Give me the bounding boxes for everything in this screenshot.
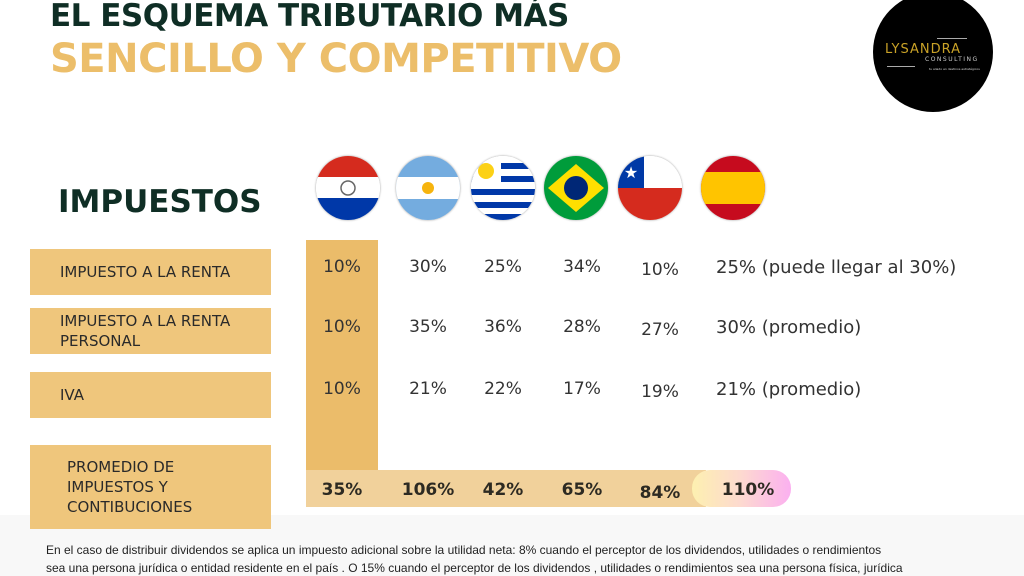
cell-argentina: 30% [409, 257, 447, 277]
spain-average-pill [692, 470, 791, 507]
cell-uruguay: 36% [484, 317, 522, 337]
uruguay-flag-icon [471, 156, 535, 220]
cell-brazil: 28% [563, 317, 601, 337]
logo-name: LYSANDRA [885, 42, 961, 57]
cell-brazil: 65% [561, 480, 603, 500]
cell-uruguay: 42% [482, 480, 524, 500]
row-label-impuesto-renta: IMPUESTO A LA RENTA [30, 249, 271, 295]
cell-brazil: 17% [563, 379, 601, 399]
cell-paraguay: 10% [323, 317, 361, 337]
logo-sub: CONSULTING [925, 56, 979, 63]
cell-chile: 19% [641, 382, 679, 402]
argentina-flag-icon [396, 156, 460, 220]
brazil-flag-icon [544, 156, 608, 220]
cell-chile: 84% [639, 483, 681, 503]
cell-paraguay: 10% [323, 379, 361, 399]
row-label-promedio: PROMEDIO DE IMPUESTOS Y CONTIBUCIONES [30, 445, 271, 529]
cell-spain: 21% (promedio) [716, 379, 862, 400]
cell-brazil: 34% [563, 257, 601, 277]
title-line-2: SENCILLO Y COMPETITIVO [50, 36, 622, 82]
section-heading: IMPUESTOS [58, 184, 262, 220]
chile-flag-icon: ★ [618, 156, 682, 220]
cell-chile: 27% [641, 320, 679, 340]
cell-chile: 10% [641, 260, 679, 280]
cell-spain: 110% [721, 480, 775, 500]
logo-tagline: tu aliado en destinos estratégicos [929, 67, 980, 71]
footnote-line-2: sea una persona jurídica o entidad resid… [46, 561, 903, 575]
footnote-line-1: En el caso de distribuir dividendos se a… [46, 543, 882, 557]
cell-paraguay: 35% [321, 480, 363, 500]
row-label-impuesto-renta-personal: IMPUESTO A LA RENTA PERSONAL [30, 308, 271, 354]
row-label-iva: IVA [30, 372, 271, 418]
average-highlight-bar [306, 470, 706, 507]
cell-spain: 30% (promedio) [716, 317, 862, 338]
cell-argentina: 35% [409, 317, 447, 337]
cell-paraguay: 10% [323, 257, 361, 277]
paraguay-highlight-column [306, 240, 378, 507]
svg-text:★: ★ [624, 163, 638, 182]
title-line-1: EL ESQUEMA TRIBUTARIO MÁS [50, 0, 569, 34]
cell-uruguay: 25% [484, 257, 522, 277]
cell-spain: 25% (puede llegar al 30%) [716, 257, 957, 278]
paraguay-flag-icon [316, 156, 380, 220]
spain-flag-icon [701, 156, 765, 220]
cell-argentina: 21% [409, 379, 447, 399]
cell-uruguay: 22% [484, 379, 522, 399]
lysandra-consulting-logo: LYSANDRA CONSULTING tu aliado en destino… [873, 0, 993, 112]
cell-argentina: 106% [401, 480, 455, 500]
